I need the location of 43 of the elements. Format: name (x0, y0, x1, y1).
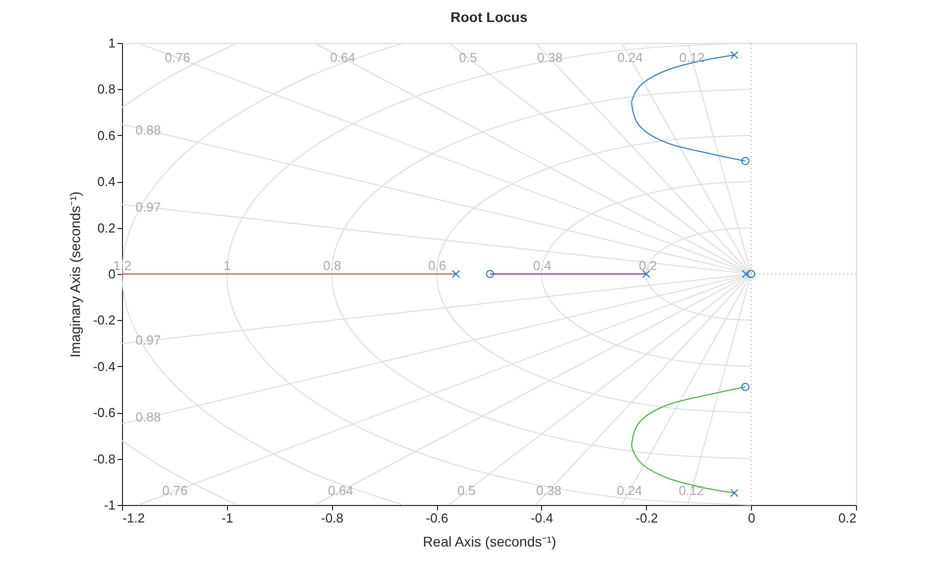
annotation: 0.5 (458, 50, 478, 66)
x-tick-label: -0.4 (530, 510, 554, 526)
annotation: 1 (224, 258, 231, 273)
annotation: 0.76 (164, 50, 190, 66)
x-tick-label: 0 (748, 510, 756, 526)
annotation: 0.24 (616, 483, 642, 498)
x-axis-title: Real Axis (seconds⁻¹) (422, 534, 556, 550)
annotation: 0.38 (536, 483, 562, 498)
annotation: 0.97 (136, 199, 161, 214)
x-tick-label: -1.2 (122, 510, 145, 526)
y-tick-label: -0.4 (93, 358, 116, 374)
annotation: 0.76 (162, 483, 188, 498)
x-tick-label: -0.8 (321, 510, 344, 526)
y-tick-label: -1 (104, 498, 116, 512)
y-tick-label: -0.6 (93, 405, 116, 420)
annotation: 0.12 (679, 50, 705, 66)
annotation: 0.38 (537, 50, 562, 66)
x-tick-label: -1 (222, 510, 234, 526)
y-axis-title: Imaginary Axis (seconds⁻¹) (67, 191, 84, 358)
y-tick-label: -0.2 (93, 312, 116, 328)
y-tick-label: 0.8 (97, 82, 116, 97)
y-tick-label: 0.2 (97, 220, 116, 236)
annotation: 0.5 (457, 483, 476, 498)
chart-title: Root Locus (450, 9, 528, 25)
y-tick-label: -0.8 (93, 451, 116, 466)
x-tick-label: 0.2 (838, 510, 856, 526)
y-tick-label: 0.6 (97, 128, 116, 143)
annotation: 0.8 (323, 258, 342, 273)
annotation: 0.88 (136, 122, 161, 138)
annotation: 0.2 (638, 258, 657, 273)
annotation: 0.88 (136, 409, 161, 424)
y-tick-label: 0 (108, 266, 116, 282)
annotation: 0.12 (678, 483, 704, 498)
annotation: 0.64 (330, 50, 356, 66)
annotation: 0.97 (136, 332, 161, 348)
annotation: 0.6 (428, 258, 446, 273)
annotation: 0.64 (328, 483, 354, 498)
annotation: 0.4 (533, 258, 552, 273)
annotation: 0.24 (617, 50, 643, 66)
x-tick-label: -0.2 (636, 510, 658, 526)
y-tick-label: 1 (108, 36, 116, 50)
x-tick-label: -0.6 (426, 510, 448, 526)
y-tick-label: 0.4 (97, 174, 116, 190)
